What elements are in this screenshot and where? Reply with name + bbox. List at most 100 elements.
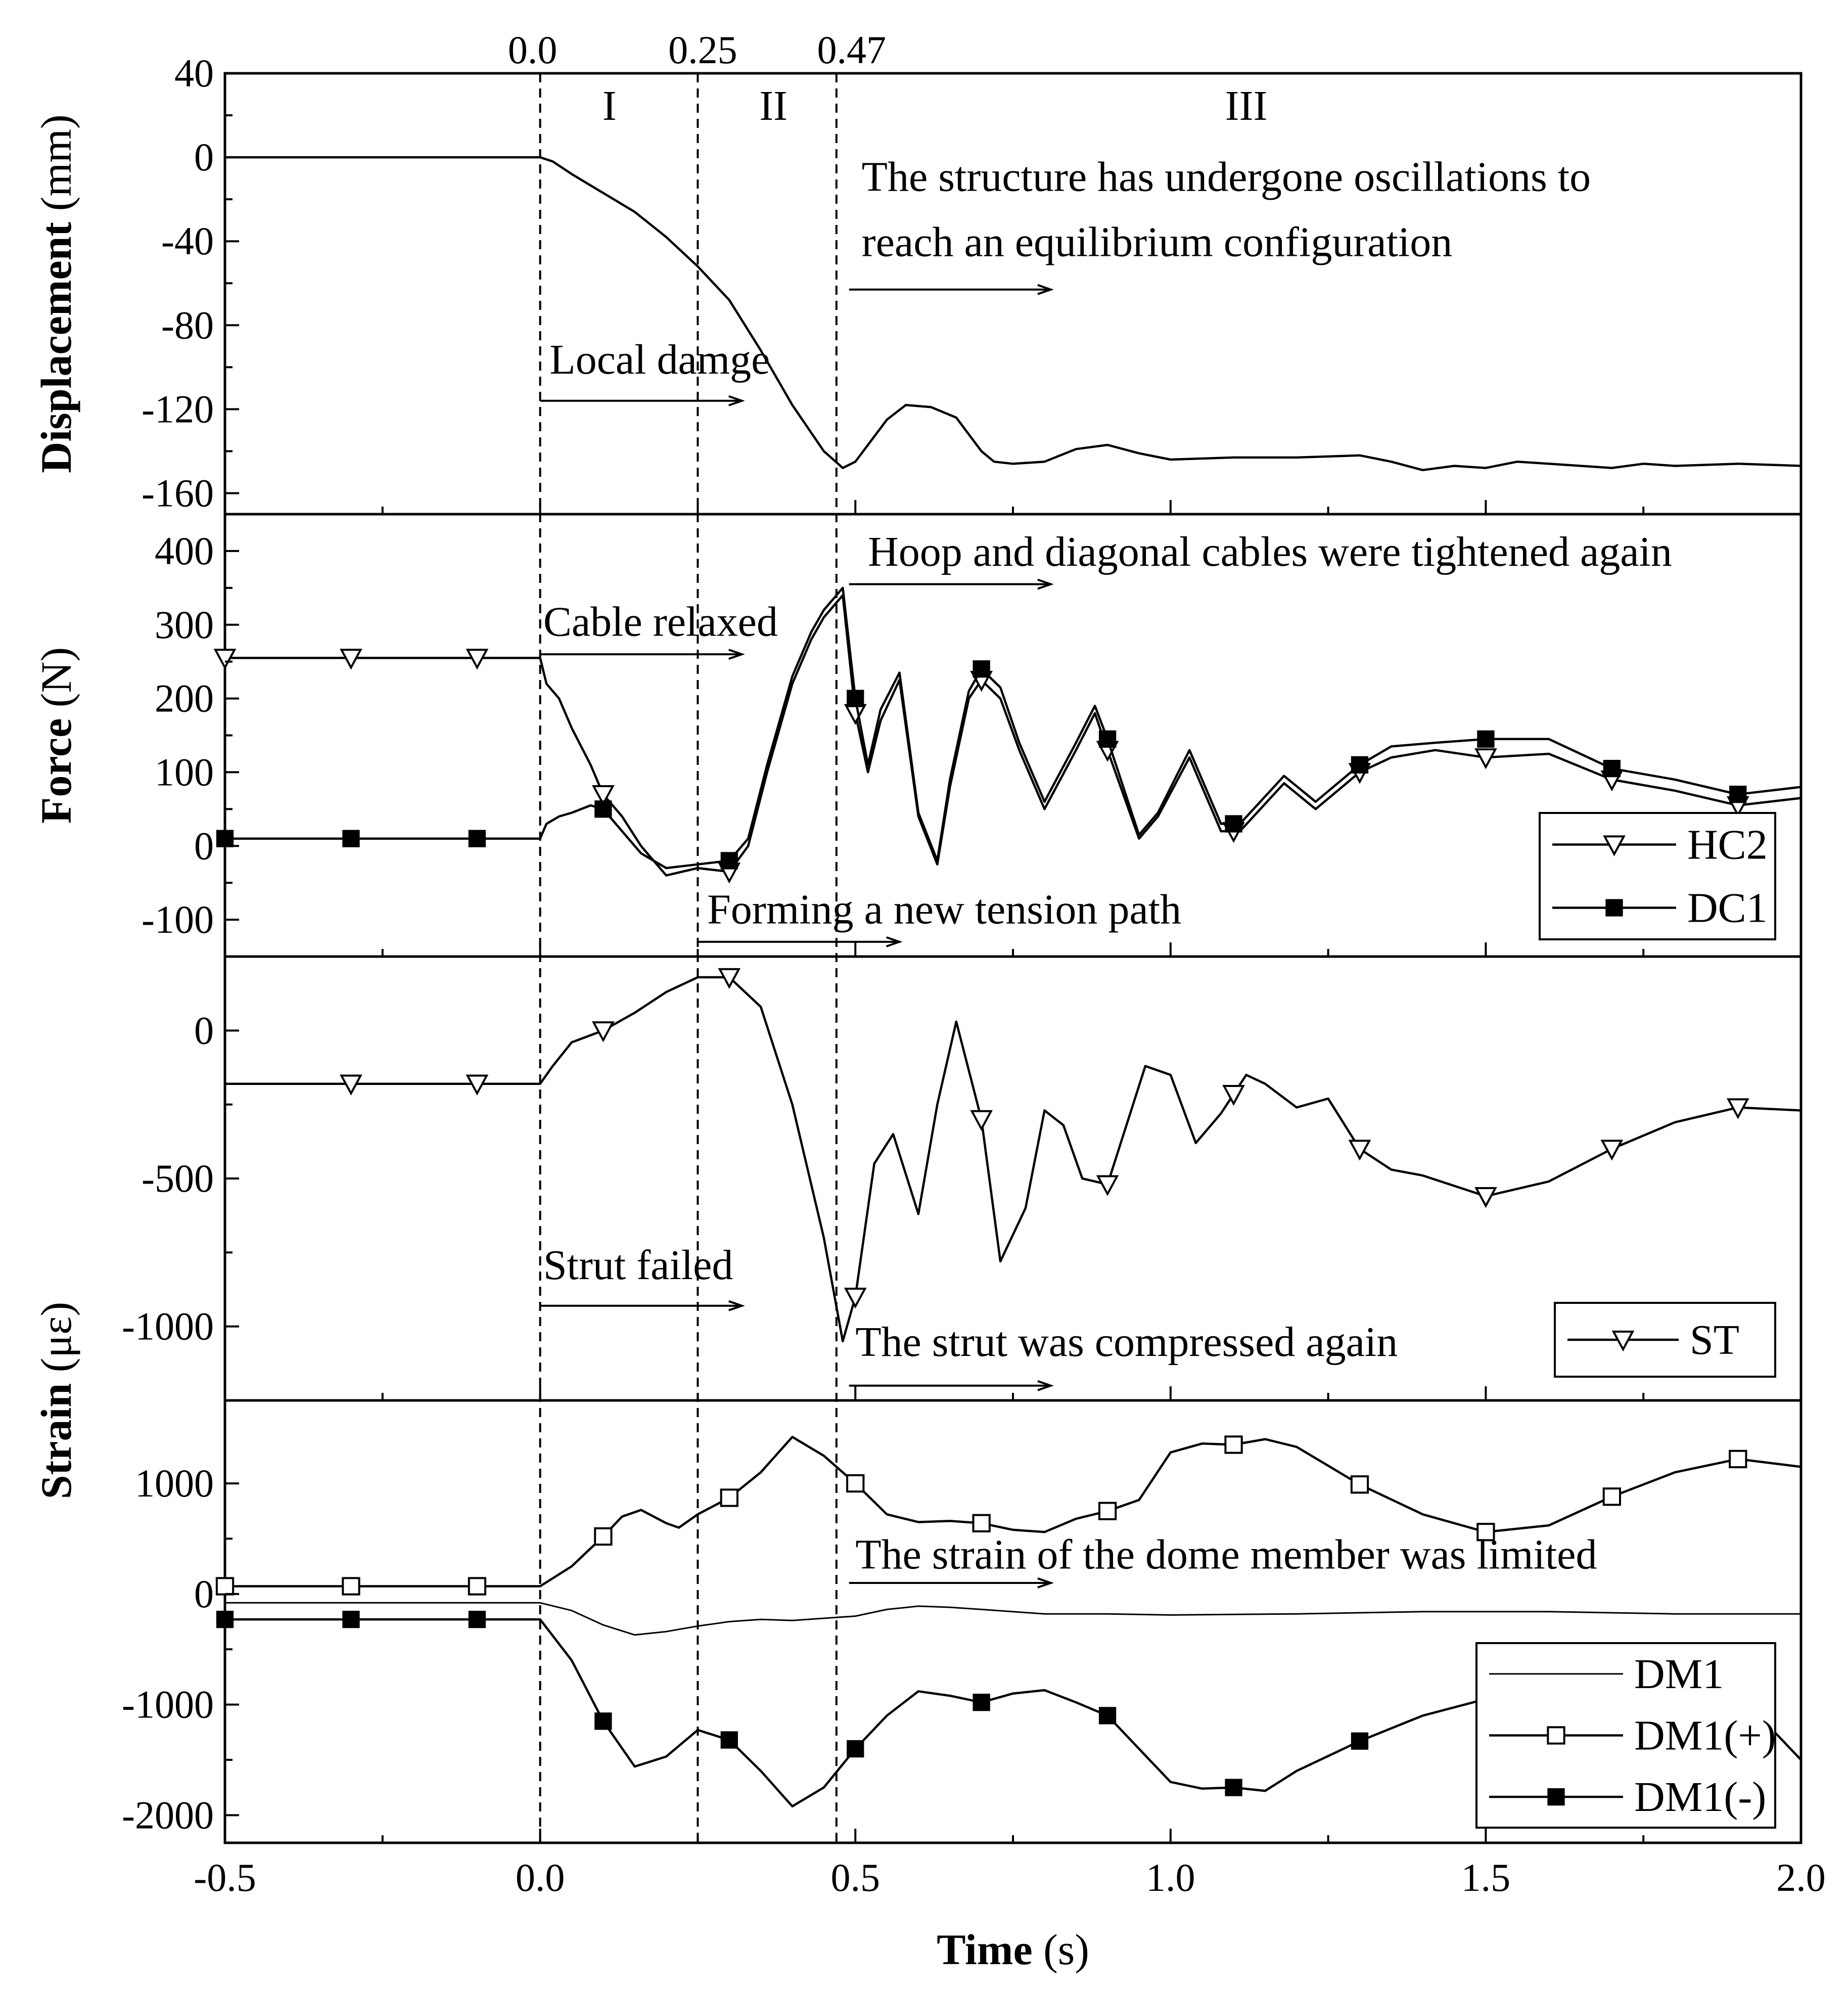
series-line-displacement xyxy=(225,156,1801,472)
y-tick-label: -120 xyxy=(142,387,214,431)
data-point-dc1 xyxy=(1098,730,1117,748)
data-point-dc1 xyxy=(720,852,738,870)
y-tick-label: 100 xyxy=(155,750,214,794)
data-point-hc2 xyxy=(591,785,615,806)
data-point-dm1- xyxy=(1225,1779,1242,1796)
legend-label: DM1(-) xyxy=(1634,1774,1766,1821)
data-point-dc1 xyxy=(1729,786,1747,803)
legend-box xyxy=(1539,812,1776,940)
y-axis-label: Strain (με) xyxy=(32,1302,80,1499)
y-tick-label: -1000 xyxy=(122,1304,214,1348)
data-point-dm1- xyxy=(468,1577,487,1596)
annotation-text: Strut failed xyxy=(543,1242,733,1289)
data-point-dm1- xyxy=(1476,1523,1495,1541)
data-point-st xyxy=(340,1074,362,1096)
data-point-dc1 xyxy=(1225,815,1242,833)
data-point-dm1- xyxy=(973,1694,990,1711)
tick-layer: 400-40-80-120-1604003002001000-1000-500-… xyxy=(122,51,1826,1899)
data-point-dm1- xyxy=(1350,1475,1369,1494)
y-tick-label: -160 xyxy=(142,471,214,515)
data-point-st xyxy=(1096,1175,1119,1196)
data-point-dc1 xyxy=(1603,759,1621,778)
y-tick-label: -100 xyxy=(142,897,214,941)
legend-marker xyxy=(1547,1788,1565,1806)
stage-label: II xyxy=(759,82,788,129)
series-line-dm1 xyxy=(225,1602,1801,1636)
annotation-text: The structure has undergone oscillations… xyxy=(862,154,1591,201)
y-axis-label-unit: (με) xyxy=(32,1302,80,1383)
y-tick-label: 0 xyxy=(194,1572,214,1616)
y-tick-label: 200 xyxy=(155,676,214,720)
y-axis-label: Displacement (mm) xyxy=(32,114,80,473)
data-point-st xyxy=(1726,1098,1749,1119)
y-axis-label-unit: (N) xyxy=(32,647,80,718)
y-axis-label: Force (N) xyxy=(32,647,80,824)
annotation-text: Forming a new tension path xyxy=(707,886,1181,933)
legend-label: DC1 xyxy=(1687,885,1768,932)
data-point-st xyxy=(466,1074,489,1096)
legend-marker xyxy=(1611,1330,1635,1352)
data-point-st xyxy=(844,1287,867,1309)
stage-lines xyxy=(539,73,838,1843)
annotation-text: Hoop and diagonal cables were tightened … xyxy=(868,528,1672,575)
y-tick-label: 0 xyxy=(194,1008,214,1052)
data-point-dm1- xyxy=(847,1740,864,1758)
data-point-dm1- xyxy=(1351,1732,1369,1750)
x-tick-label: 2.0 xyxy=(1776,1855,1826,1899)
legend-label: DM1 xyxy=(1634,1651,1724,1698)
data-point-hc2 xyxy=(466,649,489,670)
data-point-hc2 xyxy=(1474,748,1497,769)
annotation-text: reach an equilibrium configuration xyxy=(862,218,1453,265)
legend-marker xyxy=(1547,1726,1565,1745)
data-point-dc1 xyxy=(973,660,990,678)
y-tick-label: 1000 xyxy=(135,1461,214,1505)
data-point-dm1- xyxy=(846,1474,865,1493)
data-point-dm1- xyxy=(594,1527,613,1546)
x-tick-label: -0.5 xyxy=(194,1855,256,1899)
data-point-dm1- xyxy=(1729,1449,1747,1469)
annotation-text: The strain of the dome member was limite… xyxy=(855,1531,1597,1578)
data-point-st xyxy=(591,1021,615,1042)
annotation-text: Local damge xyxy=(549,336,770,383)
stage-line-label: 0.25 xyxy=(668,28,737,72)
y-axis-label-name: Displacement xyxy=(32,222,80,473)
data-point-dm1- xyxy=(1224,1435,1243,1454)
annotation-arrowhead xyxy=(728,1300,745,1311)
annotation-arrowhead xyxy=(1037,578,1054,590)
legend-label: ST xyxy=(1690,1317,1739,1364)
annotation-text: The strut was compressed again xyxy=(855,1319,1398,1366)
legend-marker xyxy=(1605,899,1623,917)
data-point-hc2 xyxy=(340,649,362,670)
x-axis-label-unit: (s) xyxy=(1033,1925,1089,1974)
y-tick-label: -2000 xyxy=(122,1793,214,1837)
annotation-arrowhead xyxy=(1037,1380,1054,1391)
annotation-text: Cable relaxed xyxy=(543,599,778,646)
data-point-dm1- xyxy=(720,1731,738,1749)
data-point-st xyxy=(1222,1085,1245,1106)
legend-layer: HC2 DC1 ST DM1 DM1(+) DM1(-) xyxy=(1475,812,1776,1829)
x-tick-label: 1.5 xyxy=(1461,1855,1511,1899)
data-point-dm1- xyxy=(1098,1707,1117,1725)
x-tick-label: 0.0 xyxy=(516,1855,565,1899)
y-tick-label: -40 xyxy=(161,219,214,263)
data-point-dc1 xyxy=(1477,730,1495,748)
series-line-dm1- xyxy=(225,1435,1801,1587)
data-point-dm1- xyxy=(468,1610,486,1628)
series-layer xyxy=(213,156,1801,1808)
data-point-st xyxy=(718,968,741,989)
data-point-st xyxy=(1348,1140,1371,1161)
stage-label: I xyxy=(603,82,617,129)
data-point-dc1 xyxy=(594,800,612,818)
data-point-dm1- xyxy=(216,1610,234,1628)
stage-label: III xyxy=(1225,82,1268,129)
data-point-dm1- xyxy=(720,1488,738,1507)
data-point-dm1- xyxy=(1098,1502,1117,1520)
x-tick-label: 0.5 xyxy=(830,1855,880,1899)
data-point-dm1- xyxy=(1602,1487,1621,1506)
x-axis-label: Time (s) xyxy=(937,1925,1089,1974)
legend-label: DM1(+) xyxy=(1634,1712,1776,1759)
y-tick-label: 300 xyxy=(155,603,214,647)
series-line-dm1- xyxy=(225,1618,1801,1808)
data-point-dm1- xyxy=(342,1610,360,1628)
